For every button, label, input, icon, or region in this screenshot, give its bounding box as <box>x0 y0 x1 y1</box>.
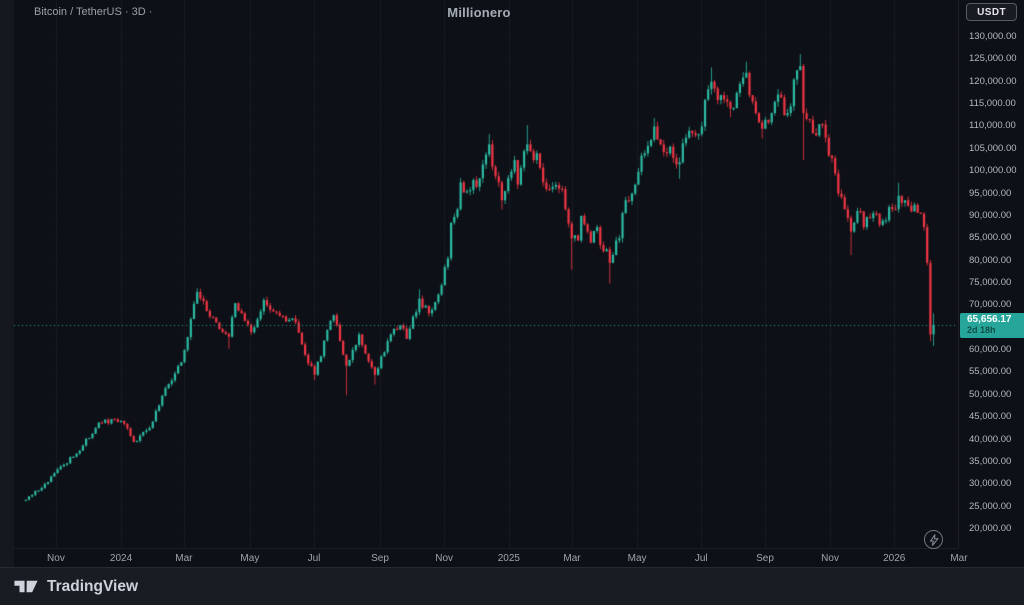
left-toolbar-strip <box>0 0 14 568</box>
price-axis-label: 125,000.00 <box>969 53 1017 65</box>
currency-usdt-button[interactable]: USDT <box>966 3 1017 21</box>
time-axis-label: Jul <box>694 553 708 564</box>
price-axis-label: 35,000.00 <box>969 455 1012 467</box>
time-axis-label: Nov <box>821 553 839 564</box>
price-axis-label: 130,000.00 <box>969 31 1017 42</box>
price-axis-label: 50,000.00 <box>969 388 1012 400</box>
price-axis-label: 75,000.00 <box>969 277 1012 288</box>
time-axis-label: Sep <box>371 553 389 564</box>
time-axis-label: Mar <box>563 553 581 564</box>
price-axis-label: 20,000.00 <box>969 523 1012 534</box>
tradingview-wordmark: TradingView <box>47 577 139 595</box>
price-axis-label: 105,000.00 <box>969 142 1017 154</box>
time-axis-label: Mar <box>950 553 968 564</box>
price-axis-label: 40,000.00 <box>969 433 1012 445</box>
time-axis-label: Mar <box>175 553 193 564</box>
time-axis-label: Nov <box>435 553 454 564</box>
price-axis-label: 85,000.00 <box>969 232 1012 244</box>
last-price-value: 65,656.17 <box>967 314 1012 325</box>
time-axis-label: Sep <box>756 553 774 564</box>
candlestick-chart[interactable] <box>14 0 958 548</box>
price-axis-label: 30,000.00 <box>969 478 1012 490</box>
time-axis-label: May <box>240 553 260 564</box>
chart-region: Bitcoin / TetherUS · 3D · Millionero USD… <box>0 0 1024 569</box>
time-axis[interactable]: Nov 2024 Mar May Jul Sep Nov 2025 Mar May Jul Sep No… <box>14 548 968 569</box>
footer-bar: TradingView <box>0 567 1024 605</box>
price-axis-label: 115,000.00 <box>969 98 1016 110</box>
tradingview-logo[interactable]: TradingView <box>13 578 138 596</box>
lightning-icon <box>929 533 939 546</box>
tradingview-logo-icon <box>14 580 38 593</box>
price-axis-label: 60,000.00 <box>969 344 1012 356</box>
price-axis[interactable]: 130,000.00 125,000.00 120,000.00 115,000.00… <box>958 0 1024 548</box>
time-axis-label: May <box>627 553 647 564</box>
price-axis-label: 110,000.00 <box>969 120 1016 132</box>
price-axis-label: 90,000.00 <box>969 209 1012 221</box>
last-price-tag: 65,656.17 2d 18h <box>960 313 1024 338</box>
time-axis-label: Nov <box>47 553 65 564</box>
time-axis-label: 2025 <box>497 553 520 564</box>
price-axis-label: 55,000.00 <box>969 366 1012 378</box>
price-axis-label: 45,000.00 <box>969 411 1012 423</box>
chart-watermark: Millionero <box>447 5 511 20</box>
go-to-realtime-button[interactable] <box>924 530 943 549</box>
price-axis-label: 95,000.00 <box>969 187 1012 199</box>
price-axis-label: 120,000.00 <box>969 75 1017 87</box>
symbol-legend[interactable]: Bitcoin / TetherUS · 3D · <box>34 6 153 18</box>
price-axis-label: 100,000.00 <box>969 165 1017 177</box>
time-axis-label: 2024 <box>109 553 133 564</box>
time-axis-label: Jul <box>307 553 321 564</box>
time-axis-label: 2026 <box>883 553 906 564</box>
price-axis-label: 25,000.00 <box>969 500 1012 512</box>
price-axis-label: 70,000.00 <box>969 299 1012 311</box>
price-axis-label: 80,000.00 <box>969 254 1012 266</box>
bar-countdown: 2d 18h <box>967 325 996 335</box>
